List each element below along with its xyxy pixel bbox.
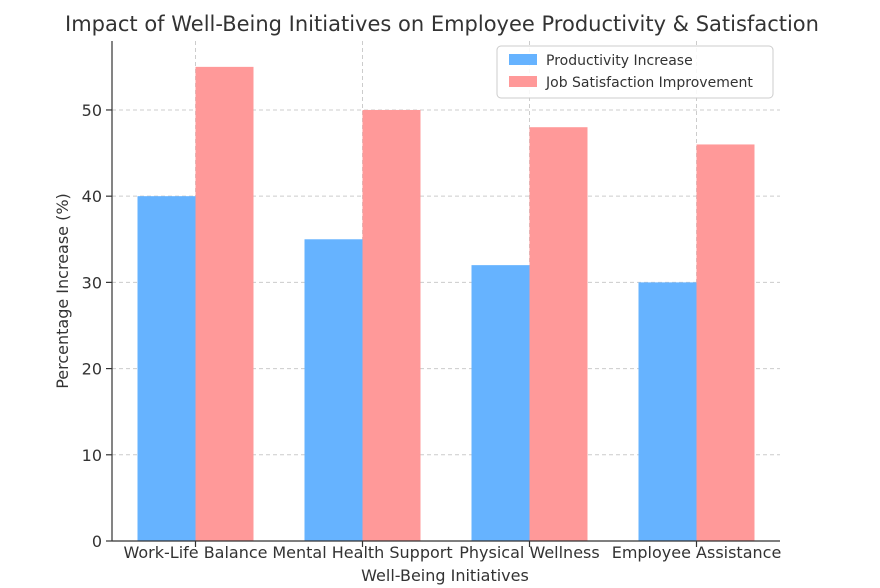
legend-swatch-productivity [509, 54, 537, 65]
bar-productivity-3 [639, 282, 697, 541]
bar-productivity-2 [472, 265, 530, 541]
legend: Productivity Increase Job Satisfaction Im… [497, 46, 773, 98]
x-tick-label: Physical Wellness [459, 543, 599, 562]
y-tick-label: 10 [82, 446, 102, 465]
y-tick-label: 20 [82, 360, 102, 379]
y-tick-label: 50 [82, 101, 102, 120]
x-tick-label: Mental Health Support [272, 543, 452, 562]
bar-satisfaction-3 [697, 144, 755, 541]
bar-satisfaction-1 [363, 110, 421, 541]
legend-label-productivity: Productivity Increase [546, 53, 693, 69]
y-axis-label: Percentage Increase (%) [53, 193, 72, 389]
bar-productivity-0 [138, 196, 196, 541]
chart-title: Impact of Well-Being Initiatives on Empl… [65, 12, 819, 36]
bar-productivity-1 [305, 239, 363, 541]
bar-satisfaction-2 [530, 127, 588, 541]
y-tick-label: 30 [82, 273, 102, 292]
y-tick-label: 0 [92, 532, 102, 551]
x-tick-label: Employee Assistance [612, 543, 782, 562]
x-tick-label: Work-Life Balance [123, 543, 267, 562]
legend-swatch-satisfaction [509, 76, 537, 87]
y-tick-label: 40 [82, 187, 102, 206]
x-ticks: Work-Life Balance Mental Health Support Ph… [123, 541, 781, 562]
bars [138, 67, 755, 541]
bar-satisfaction-0 [196, 67, 254, 541]
x-axis-label: Well-Being Initiatives [361, 566, 529, 585]
y-ticks: 0 10 20 30 40 50 [82, 101, 112, 551]
legend-label-satisfaction: Job Satisfaction Improvement [545, 75, 753, 91]
